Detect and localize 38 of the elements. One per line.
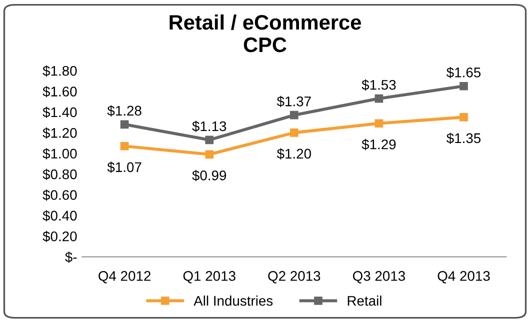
y-tick-label: $0.60	[42, 189, 77, 201]
data-label: $0.99	[192, 170, 226, 182]
point	[460, 82, 468, 90]
x-tick-label: Q4 2013	[438, 271, 490, 284]
point	[374, 94, 384, 103]
point	[290, 110, 298, 120]
point	[205, 136, 214, 144]
y-tick-label: $0.80	[42, 168, 77, 180]
y-tick-label: $1.00	[42, 148, 77, 160]
data-label: $1.20	[276, 148, 311, 160]
x-tick-label: Q4 2012	[98, 271, 150, 284]
point	[120, 142, 129, 150]
data-label: $1.35	[446, 132, 481, 144]
x-tick-label: Q2 2013	[268, 271, 320, 284]
y-tick-label: $-	[65, 252, 77, 263]
y-tick-label: $1.40	[42, 106, 77, 118]
data-label: $1.13	[192, 120, 226, 132]
y-tick-label: $1.80	[42, 65, 77, 77]
y-tick-label: $0.40	[42, 210, 77, 222]
x-tick-label: Q3 2013	[352, 271, 405, 284]
y-tick-label: $1.20	[42, 127, 77, 139]
point	[120, 120, 129, 129]
data-label: $1.29	[362, 138, 396, 150]
legend-label: All Industries	[194, 296, 273, 306]
chart-title: Retail / eCommerce CPC	[170, 14, 361, 52]
point	[374, 119, 384, 128]
data-label: $1.65	[446, 66, 481, 78]
data-label: $1.37	[276, 96, 311, 108]
point	[205, 150, 214, 159]
data-label: $1.53	[362, 79, 396, 91]
data-label: $1.28	[107, 105, 142, 116]
legend-label: Retail	[348, 296, 382, 306]
point	[290, 128, 298, 137]
y-tick-label: $0.20	[42, 230, 77, 242]
x-tick-label: Q1 2013	[183, 271, 236, 284]
point	[460, 113, 468, 122]
y-tick-label: $1.60	[42, 86, 77, 98]
data-label: $1.07	[107, 162, 142, 173]
